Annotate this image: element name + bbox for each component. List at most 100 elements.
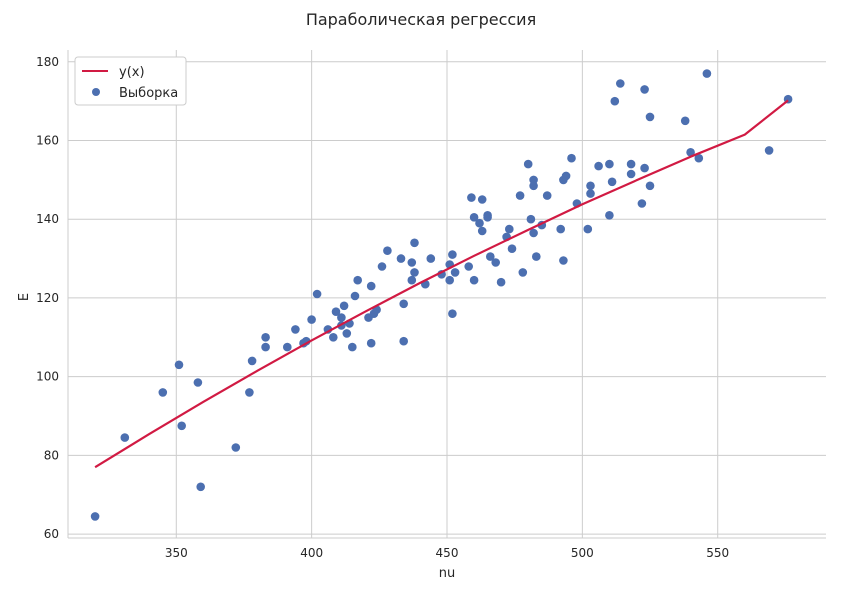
sample-point bbox=[515, 191, 525, 200]
sample-point bbox=[532, 252, 541, 261]
sample-point bbox=[694, 153, 704, 163]
sample-point bbox=[607, 177, 617, 187]
sample-point bbox=[291, 325, 300, 334]
sample-point bbox=[353, 275, 363, 285]
sample-point bbox=[645, 112, 655, 122]
y-tick-label: 120 bbox=[36, 291, 59, 305]
sample-point bbox=[410, 238, 419, 248]
sample-point bbox=[637, 199, 647, 208]
sample-point bbox=[583, 224, 593, 234]
grid bbox=[68, 50, 826, 538]
sample-point bbox=[383, 246, 392, 255]
sample-point bbox=[329, 333, 338, 342]
sample-point bbox=[486, 252, 495, 261]
y-tick-label: 180 bbox=[36, 55, 59, 69]
sample-point bbox=[350, 291, 360, 301]
legend: y(x) Выборка bbox=[74, 56, 187, 106]
sample-point bbox=[594, 161, 603, 171]
sample-point bbox=[626, 169, 636, 179]
sample-point bbox=[529, 181, 538, 191]
y-axis-label: E bbox=[17, 293, 32, 301]
x-tick-label: 500 bbox=[571, 546, 594, 560]
sample-point bbox=[477, 195, 487, 204]
sample-point bbox=[245, 388, 254, 397]
sample-point bbox=[193, 378, 203, 387]
sample-point bbox=[559, 256, 568, 265]
y-tick-label: 140 bbox=[36, 212, 59, 226]
sample-point bbox=[120, 433, 130, 442]
sample-point bbox=[307, 315, 316, 324]
sample-point bbox=[342, 329, 352, 338]
sample-point bbox=[448, 250, 457, 259]
sample-point bbox=[396, 254, 406, 263]
sample-point bbox=[469, 213, 479, 222]
regression-line bbox=[94, 99, 789, 469]
sample-point bbox=[605, 159, 614, 169]
axis-spines bbox=[67, 50, 826, 539]
sample-point bbox=[586, 189, 595, 198]
sample-point bbox=[348, 342, 357, 352]
legend-box bbox=[74, 56, 187, 106]
legend-point-swatch bbox=[92, 88, 100, 96]
sample-point bbox=[586, 181, 595, 191]
y-tick-label: 160 bbox=[36, 134, 59, 148]
sample-point bbox=[477, 226, 487, 236]
sample-point bbox=[626, 159, 636, 169]
sample-point bbox=[196, 482, 205, 492]
sample-point bbox=[407, 258, 417, 267]
sample-point bbox=[399, 336, 409, 346]
sample-point bbox=[448, 309, 457, 319]
y-tick-label: 100 bbox=[36, 370, 59, 384]
sample-point bbox=[283, 342, 292, 352]
sample-point bbox=[177, 421, 186, 431]
chart-title: Параболическая регрессия bbox=[306, 10, 536, 29]
x-tick-label: 550 bbox=[706, 546, 729, 560]
sample-point bbox=[529, 228, 538, 238]
sample-point bbox=[231, 443, 241, 452]
sample-point bbox=[467, 193, 476, 202]
sample-point bbox=[616, 79, 625, 88]
sample-point bbox=[450, 268, 460, 277]
sample-point bbox=[337, 313, 346, 322]
sample-point bbox=[483, 213, 492, 222]
x-axis-label: nu bbox=[439, 566, 455, 581]
sample-point bbox=[686, 148, 695, 157]
sample-point bbox=[507, 244, 517, 253]
sample-point bbox=[469, 275, 479, 285]
sample-point bbox=[567, 153, 576, 163]
sample-point bbox=[640, 163, 649, 173]
sample-point bbox=[556, 224, 565, 234]
sample-point bbox=[526, 214, 536, 224]
sample-point bbox=[366, 281, 376, 291]
sample-point bbox=[640, 85, 649, 94]
sample-point bbox=[464, 262, 474, 271]
sample-point bbox=[523, 159, 533, 169]
sample-point bbox=[505, 224, 514, 234]
sample-point bbox=[645, 181, 655, 191]
sample-point bbox=[491, 258, 501, 267]
y-tick-labels: 60 80 100 120 140 160 180 bbox=[36, 55, 59, 541]
sample-point bbox=[475, 218, 484, 228]
sample-point bbox=[158, 388, 168, 397]
plot-area bbox=[90, 69, 793, 521]
y-tick-label: 60 bbox=[44, 527, 59, 541]
sample-point bbox=[561, 171, 571, 181]
sample-point bbox=[410, 268, 419, 277]
sample-point bbox=[764, 146, 774, 155]
x-tick-label: 450 bbox=[436, 546, 459, 560]
x-tick-label: 400 bbox=[300, 546, 323, 560]
sample-point bbox=[90, 512, 100, 521]
sample-point bbox=[680, 116, 690, 126]
sample-point bbox=[247, 356, 257, 366]
sample-point bbox=[377, 262, 387, 271]
sample-point bbox=[518, 268, 528, 277]
sample-point bbox=[426, 254, 436, 263]
sample-point bbox=[702, 69, 712, 78]
sample-point bbox=[610, 96, 620, 106]
sample-point bbox=[399, 299, 409, 309]
sample-point bbox=[261, 333, 270, 342]
sample-point bbox=[496, 277, 506, 287]
y-tick-label: 80 bbox=[44, 448, 59, 462]
x-tick-label: 350 bbox=[165, 546, 188, 560]
